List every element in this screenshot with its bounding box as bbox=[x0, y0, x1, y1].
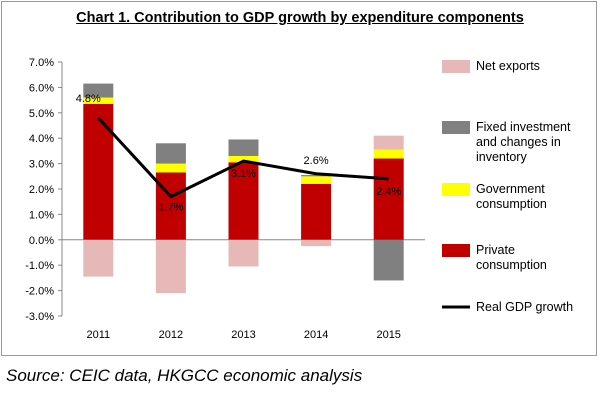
y-tick-label: 4.0% bbox=[29, 133, 54, 145]
bar-net-exports-2015 bbox=[373, 135, 404, 150]
legend-swatch bbox=[442, 121, 470, 134]
x-tick-label: 2013 bbox=[231, 329, 255, 341]
bar-fixed-investment-and-changes-in-inventory-2015 bbox=[373, 239, 404, 281]
bar-net-exports-2013 bbox=[228, 239, 259, 267]
gdp-data-label: 1.7% bbox=[158, 202, 183, 214]
legend-label: inventory bbox=[476, 150, 527, 164]
gdp-data-label: 2.6% bbox=[304, 155, 329, 167]
bar-net-exports-2014 bbox=[301, 239, 332, 247]
bar-government-consumption-2012 bbox=[155, 163, 186, 173]
bar-fixed-investment-and-changes-in-inventory-2014 bbox=[301, 175, 332, 177]
legend-label: Fixed investment bbox=[476, 120, 571, 134]
bar-government-consumption-2014 bbox=[301, 176, 332, 184]
gdp-data-label: 4.8% bbox=[76, 93, 101, 105]
bar-private-consumption-2011 bbox=[83, 103, 114, 240]
x-tick-label: 2015 bbox=[376, 329, 400, 341]
legend-label: Government bbox=[476, 182, 545, 196]
y-tick-label: 5.0% bbox=[29, 108, 54, 120]
legend-label: and changes in bbox=[476, 135, 561, 149]
y-tick-label: 6.0% bbox=[29, 82, 54, 94]
bar-government-consumption-2011 bbox=[83, 97, 114, 104]
chart-plot: -3.0% -2.0% -1.0% 0.0% 1.0% 2.0% 3.0% 4.0% 5.0% 6… bbox=[25, 57, 573, 341]
bar-fixed-investment-and-changes-in-inventory-2011 bbox=[83, 83, 114, 98]
bar-government-consumption-2013 bbox=[228, 155, 259, 163]
y-tick-label: -3.0% bbox=[25, 311, 54, 323]
x-tick-label: 2011 bbox=[86, 329, 110, 341]
bar-fixed-investment-and-changes-in-inventory-2012 bbox=[155, 143, 186, 164]
y-tick-label: 0.0% bbox=[29, 235, 54, 247]
legend-label: consumption bbox=[476, 197, 547, 211]
y-tick-label: -2.0% bbox=[25, 286, 54, 298]
bar-fixed-investment-and-changes-in-inventory-2013 bbox=[228, 139, 259, 156]
chart-title: Chart 1. Contribution to GDP growth by e… bbox=[76, 10, 524, 26]
legend-label: Private bbox=[476, 243, 515, 257]
y-tick-label: 3.0% bbox=[29, 159, 54, 171]
legend-swatch bbox=[442, 183, 470, 196]
x-tick-label: 2014 bbox=[304, 329, 328, 341]
gdp-data-label: 2.4% bbox=[376, 186, 401, 198]
legend-label: Net exports bbox=[476, 59, 540, 73]
legend-label: Real GDP growth bbox=[476, 300, 573, 314]
bar-private-consumption-2015 bbox=[373, 158, 404, 240]
bar-government-consumption-2015 bbox=[373, 149, 404, 159]
bar-private-consumption-2014 bbox=[301, 183, 332, 240]
legend-swatch bbox=[442, 244, 470, 257]
bar-private-consumption-2013 bbox=[228, 162, 259, 240]
gdp-data-label: 3.1% bbox=[231, 168, 256, 180]
x-tick-label: 2012 bbox=[159, 329, 183, 341]
source-note: Source: CEIC data, HKGCC economic analys… bbox=[6, 366, 363, 385]
bar-net-exports-2012 bbox=[155, 239, 186, 294]
y-tick-label: 1.0% bbox=[29, 209, 54, 221]
y-tick-label: 2.0% bbox=[29, 184, 54, 196]
bar-net-exports-2011 bbox=[83, 239, 114, 277]
legend-swatch bbox=[442, 60, 470, 73]
y-tick-label: 7.0% bbox=[29, 57, 54, 69]
legend-label: consumption bbox=[476, 258, 547, 272]
y-tick-label: -1.0% bbox=[25, 260, 54, 272]
